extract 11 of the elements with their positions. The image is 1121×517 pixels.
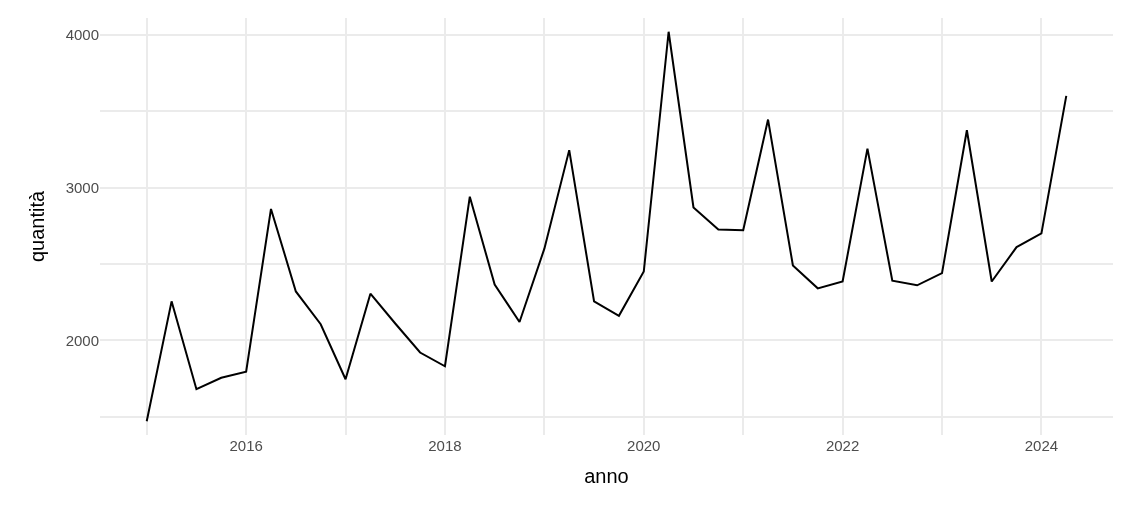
- y-tick-label: 2000: [65, 331, 99, 349]
- x-tick-label: 2024: [1024, 437, 1059, 454]
- x-tick-label: 2022: [825, 437, 860, 454]
- x-axis-title: anno: [584, 464, 629, 487]
- x-tick-label: 2018: [428, 437, 462, 454]
- x-tick-label: 2020: [627, 437, 661, 454]
- y-axis-title: quantità: [26, 190, 49, 263]
- y-tick-label: 3000: [65, 178, 99, 196]
- y-tick-label: 4000: [65, 26, 99, 44]
- line-series: [145, 30, 1068, 423]
- x-tick-label: 2016: [229, 437, 263, 454]
